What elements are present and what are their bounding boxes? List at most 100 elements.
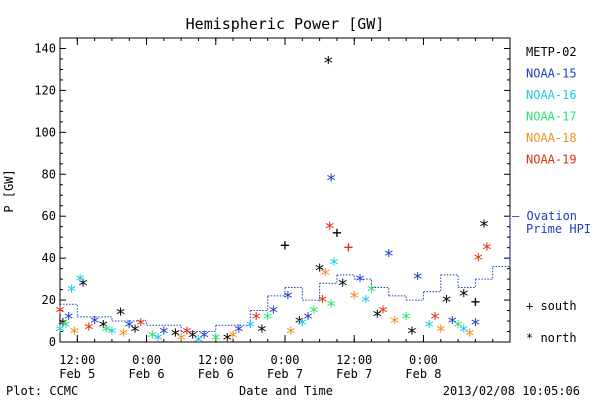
data-point: * (324, 219, 335, 240)
y-axis-label: P [GW] (2, 169, 16, 212)
x-axis-label: Date and Time (239, 384, 333, 398)
data-point: * (479, 217, 490, 238)
x-tick-time-label: 12:00 (336, 353, 372, 367)
data-point: * (55, 303, 66, 324)
data-point: * (233, 321, 244, 342)
x-tick-date-label: Feb 6 (128, 367, 164, 381)
data-point: * (320, 265, 331, 286)
x-tick-date-label: Feb 5 (59, 367, 95, 381)
data-point: * (407, 324, 418, 345)
data-point: + (280, 236, 290, 255)
data-point: * (69, 324, 80, 345)
data-point: * (118, 326, 129, 347)
data-point: * (447, 313, 458, 334)
data-point: * (257, 321, 268, 342)
data-point: * (355, 271, 366, 292)
x-tick-time-label: 0:00 (132, 353, 161, 367)
data-point: * (303, 309, 314, 330)
data-point: * (66, 282, 77, 303)
y-tick-label: 80 (42, 167, 56, 181)
data-point: + (471, 292, 481, 311)
data-point: * (182, 324, 193, 345)
data-points: ***** * * * *+***+**** * +** * * * * ********* *****… (55, 53, 493, 353)
data-point: * (251, 309, 262, 330)
data-point: * (383, 246, 394, 267)
x-tick-time-label: 0:00 (271, 353, 300, 367)
data-point: * (153, 330, 164, 351)
legend-item: NOAA-17 (526, 110, 577, 124)
data-point: * (147, 328, 158, 349)
data-point: * (317, 292, 328, 313)
data-point: * (107, 324, 118, 345)
data-point: * (326, 296, 337, 317)
data-point: * (130, 321, 141, 342)
data-point: * (282, 288, 293, 309)
data-point: * (453, 317, 464, 338)
data-point: * (401, 309, 412, 330)
x-tick-date-label: Feb 7 (336, 367, 372, 381)
marker-legend: + south * north (526, 299, 577, 345)
data-point: * (441, 292, 452, 313)
y-tick-label: 100 (34, 125, 56, 139)
data-point: * (268, 303, 279, 324)
legend-item: NOAA-19 (526, 153, 577, 167)
x-tick-date-label: Feb 7 (267, 367, 303, 381)
data-point: * (176, 330, 187, 351)
ovation-legend-line1: — Ovation (512, 209, 577, 223)
ovation-prime-hpi-line (60, 216, 511, 333)
y-axis: 0 20 40 60 80 100 120 140 (34, 41, 510, 349)
x-tick-date-label: Feb 8 (405, 367, 441, 381)
x-tick-time-label: 0:00 (409, 353, 438, 367)
data-point: * (135, 315, 146, 336)
legend-item: NOAA-16 (526, 88, 577, 102)
data-point: + (344, 238, 354, 257)
data-point: * (285, 324, 296, 345)
data-point: * (75, 271, 86, 292)
data-point: * (308, 303, 319, 324)
data-point: * (329, 254, 340, 275)
data-point: * (360, 292, 371, 313)
legend-item: METP-02 (526, 45, 577, 59)
data-point: * (89, 313, 100, 334)
x-tick-date-label: Feb 6 (198, 367, 234, 381)
data-point: * (372, 307, 383, 328)
data-point: * (378, 303, 389, 324)
data-point: * (473, 250, 484, 271)
data-point: * (78, 275, 89, 296)
data-point: * (470, 315, 481, 336)
data-point: * (314, 261, 325, 282)
y-tick-label: 40 (42, 251, 56, 265)
data-point: * (297, 315, 308, 336)
data-point: * (83, 319, 94, 340)
data-point: * (199, 328, 210, 349)
marker-legend-item: + south (526, 299, 577, 313)
data-point: * (366, 282, 377, 303)
footer-timestamp: 2013/02/08 10:05:06 (443, 384, 580, 398)
y-tick-label: 0 (49, 335, 56, 349)
footer-credit: Plot: CCMC (6, 384, 78, 398)
y-tick-label: 120 (34, 83, 56, 97)
data-point: * (158, 324, 169, 345)
data-point: * (245, 317, 256, 338)
legend: METP-02 NOAA-15 NOAA-16 NOAA-17 NOAA-18 NOAA-… (526, 45, 577, 167)
data-point: * (193, 332, 204, 353)
y-tick-label: 20 (42, 293, 56, 307)
data-point: * (101, 321, 112, 342)
y-tick-label: 140 (34, 41, 56, 55)
data-point: * (262, 309, 273, 330)
data-point: * (115, 305, 126, 326)
data-point: * (210, 330, 221, 351)
data-point: * (187, 328, 198, 349)
data-point: * (464, 326, 475, 347)
ovation-legend: — Ovation Prime HPI (512, 209, 591, 236)
chart-title: Hemispheric Power [GW] (186, 15, 385, 33)
data-point: * (55, 321, 66, 342)
data-point: * (98, 317, 109, 338)
data-point: * (124, 317, 135, 338)
data-point: * (458, 286, 469, 307)
ovation-legend-line2: Prime HPI (526, 222, 591, 236)
data-point: * (63, 309, 74, 330)
data-point: * (482, 240, 493, 261)
